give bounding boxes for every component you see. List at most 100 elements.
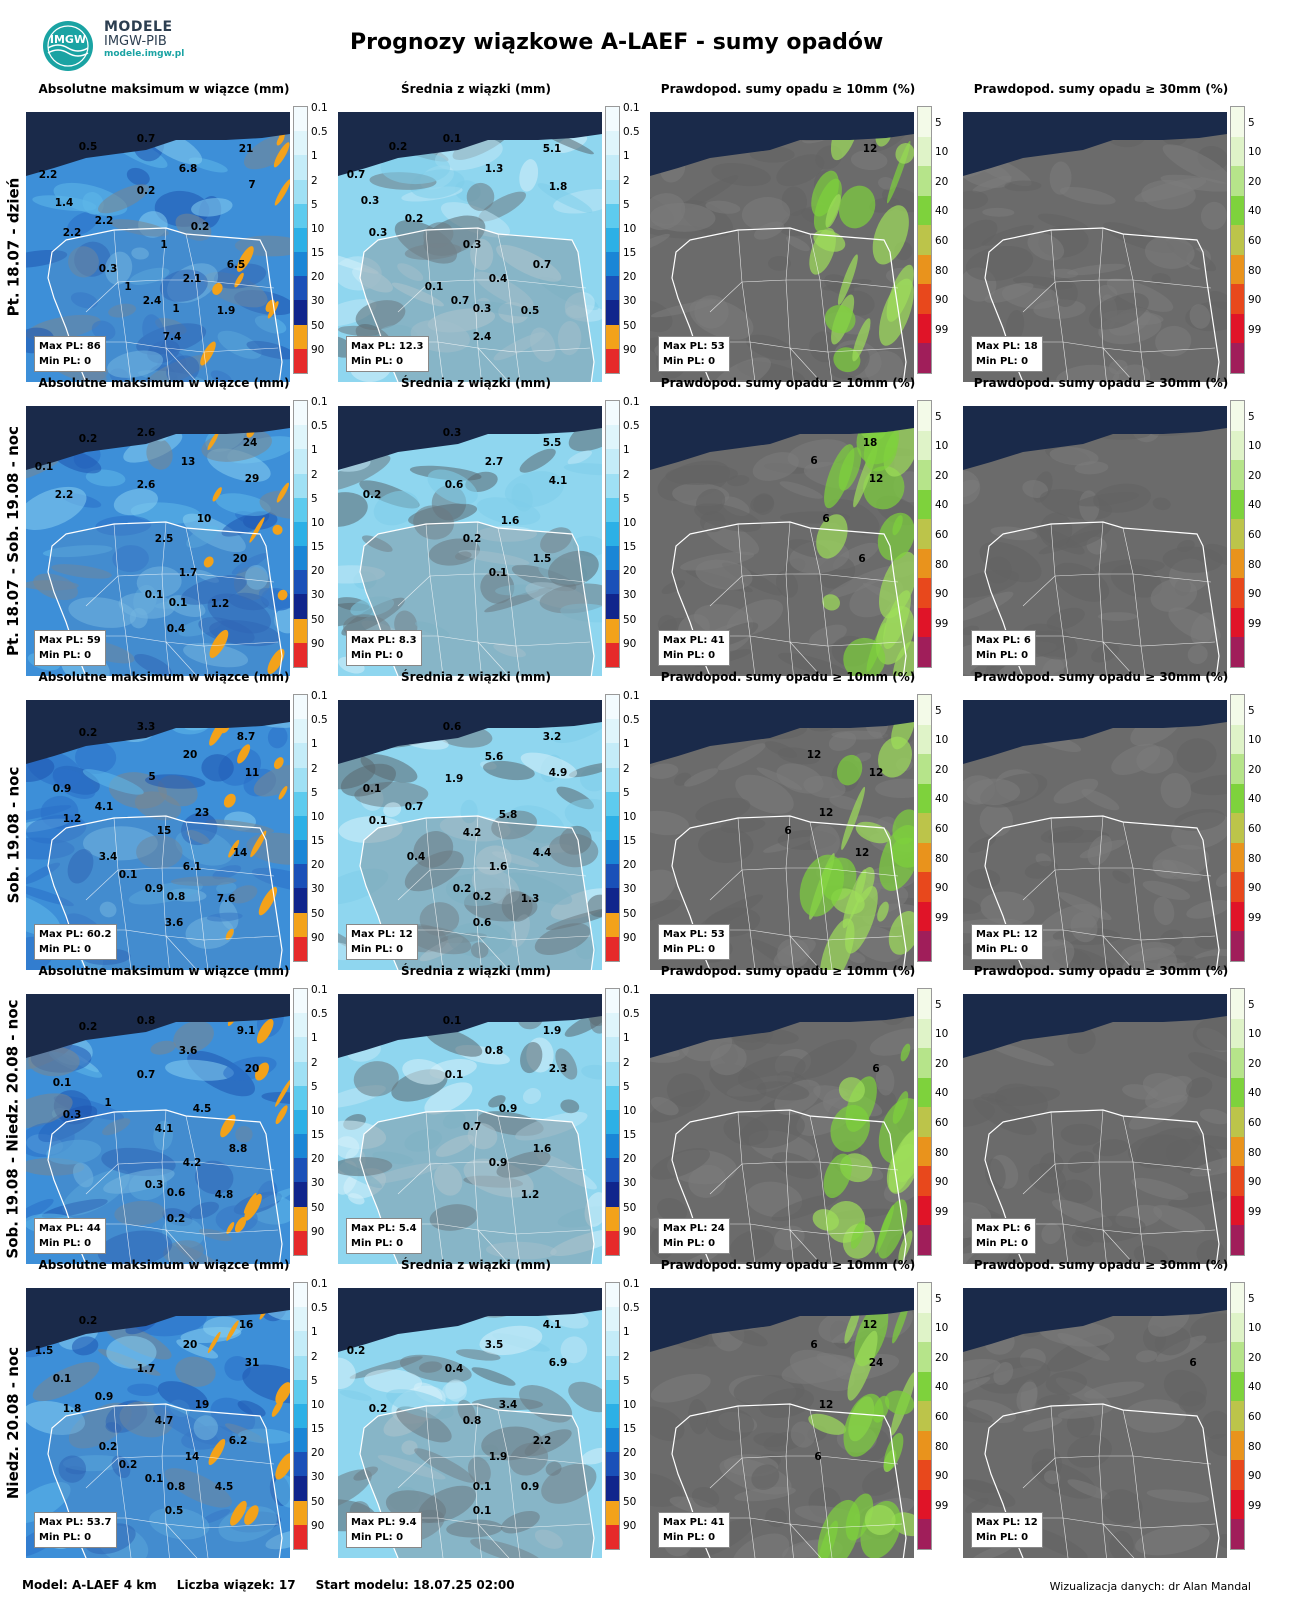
colorbar bbox=[605, 988, 620, 1256]
colorbar-segment bbox=[918, 343, 931, 373]
max-min-box: Max PL: 6 Min PL: 0 bbox=[971, 630, 1036, 666]
colorbar-tick: 0.1 bbox=[623, 1278, 640, 1290]
value-label: 0.5 bbox=[165, 1505, 184, 1517]
colorbar-tick: 10 bbox=[935, 440, 949, 453]
value-label: 0.2 bbox=[453, 883, 472, 895]
min-value: Min PL: 0 bbox=[39, 1238, 92, 1249]
value-label: 0.2 bbox=[167, 1213, 186, 1225]
value-label: 6 bbox=[822, 513, 829, 525]
colorbar-tick: 90 bbox=[935, 1470, 949, 1483]
max-min-box: Max PL: 18 Min PL: 0 bbox=[971, 336, 1043, 372]
colorbar-tick: 40 bbox=[1248, 205, 1262, 218]
colorbar-segment bbox=[294, 107, 307, 132]
colorbar-tick: 10 bbox=[311, 1398, 325, 1411]
colorbar bbox=[917, 1282, 932, 1550]
value-label: 9.1 bbox=[237, 1025, 256, 1037]
panel-title: Prawdopod. sumy opadu ≥ 30mm (%) bbox=[973, 1258, 1229, 1272]
colorbar-tick: 2 bbox=[623, 1350, 630, 1363]
value-label: 2.7 bbox=[485, 456, 504, 468]
value-label: 13 bbox=[181, 456, 196, 468]
value-label: 20 bbox=[183, 1339, 198, 1351]
max-value: Max PL: 5.4 bbox=[351, 1223, 417, 1234]
colorbar-tick: 60 bbox=[935, 529, 949, 541]
panel-title: Średnia z wiązki (mm) bbox=[401, 1258, 551, 1272]
colorbar-segment bbox=[918, 901, 931, 932]
value-label: 0.8 bbox=[167, 891, 186, 903]
colorbar-tick: 10 bbox=[623, 810, 637, 823]
colorbar-segment bbox=[918, 931, 931, 961]
colorbar-segment bbox=[1231, 1136, 1244, 1167]
value-label: 0.3 bbox=[99, 263, 118, 275]
value-label: 5.5 bbox=[543, 437, 562, 449]
max-min-box: Max PL: 60.2 Min PL: 0 bbox=[34, 924, 117, 960]
colorbar-tick: 40 bbox=[935, 1381, 949, 1394]
brand-url[interactable]: modele.imgw.pl bbox=[104, 49, 185, 59]
colorbar-tick: 0.1 bbox=[311, 1278, 328, 1290]
value-label: 0.9 bbox=[53, 783, 72, 795]
colorbar-segment bbox=[294, 546, 307, 571]
value-label: 0.8 bbox=[463, 1415, 482, 1427]
colorbar-segment bbox=[1231, 1195, 1244, 1226]
value-label: 0.2 bbox=[79, 1021, 98, 1033]
value-label: 0.2 bbox=[369, 1403, 388, 1415]
colorbar-tick: 99 bbox=[1248, 1499, 1262, 1512]
colorbar-tick: 20 bbox=[935, 175, 949, 188]
colorbar-segment bbox=[294, 1182, 307, 1207]
max-value: Max PL: 8.3 bbox=[351, 635, 417, 646]
value-label: 0.1 bbox=[145, 589, 164, 601]
value-label: 2.1 bbox=[183, 273, 202, 285]
colorbar-tick: 50 bbox=[623, 613, 637, 626]
colorbar-segment bbox=[918, 136, 931, 167]
value-label: 0.2 bbox=[191, 221, 210, 233]
colorbar-segment bbox=[606, 888, 619, 913]
value-label: 0.3 bbox=[443, 427, 462, 439]
value-label: 0.1 bbox=[53, 1373, 72, 1385]
colorbar-segment bbox=[1231, 578, 1244, 608]
colorbar bbox=[293, 1282, 308, 1550]
colorbar-tick: 10 bbox=[623, 1398, 637, 1411]
colorbar-tick: 30 bbox=[311, 589, 325, 602]
colorbar-segment bbox=[606, 618, 619, 643]
value-label: 0.3 bbox=[369, 227, 388, 239]
panel-title: Prawdopod. sumy opadu ≥ 30mm (%) bbox=[973, 964, 1229, 978]
colorbar-tick: 0.1 bbox=[623, 690, 640, 702]
value-label: 0.1 bbox=[445, 1069, 464, 1081]
colorbar-segment bbox=[918, 1077, 931, 1108]
colorbar-segment bbox=[606, 1037, 619, 1062]
min-value: Min PL: 0 bbox=[39, 1532, 92, 1543]
colorbar-segment bbox=[918, 1048, 931, 1078]
colorbar-tick: 20 bbox=[1248, 763, 1262, 776]
colorbar-segment bbox=[606, 348, 619, 373]
value-label: 3.3 bbox=[137, 721, 156, 733]
value-label: 1.8 bbox=[549, 181, 568, 193]
colorbar-tick: 20 bbox=[311, 1153, 325, 1166]
colorbar-segment bbox=[918, 489, 931, 520]
probability-map: 12 6 24 12 6 Max PL: 41 Min PL: 0 bbox=[650, 1288, 914, 1558]
value-label: 0.4 bbox=[167, 623, 186, 635]
colorbar-segment bbox=[918, 1283, 931, 1313]
colorbar-segment bbox=[1231, 401, 1244, 431]
colorbar-segment bbox=[294, 1230, 307, 1255]
colorbar-segment bbox=[606, 1452, 619, 1477]
colorbar-segment bbox=[294, 425, 307, 450]
colorbar-segment bbox=[294, 912, 307, 937]
colorbar-segment bbox=[294, 791, 307, 816]
colorbar-segment bbox=[1231, 1342, 1244, 1372]
value-label: 4.1 bbox=[95, 801, 114, 813]
value-label: 6 bbox=[858, 553, 865, 565]
colorbar-tick: 0.5 bbox=[311, 1302, 328, 1315]
colorbar-segment bbox=[1231, 931, 1244, 961]
colorbar-tick: 90 bbox=[935, 882, 949, 895]
value-label: 2.2 bbox=[55, 489, 74, 501]
value-label: 1.3 bbox=[521, 893, 540, 905]
value-label: 12 bbox=[869, 473, 884, 485]
value-label: 0.3 bbox=[63, 1109, 82, 1121]
colorbar-tick: 10 bbox=[623, 516, 637, 529]
colorbar-segment bbox=[294, 1037, 307, 1062]
colorbar-tick: 1 bbox=[311, 738, 318, 751]
probability-map: 12 12 12 6 12 Max PL: 53 Min PL: 0 bbox=[650, 700, 914, 970]
colorbar-segment bbox=[606, 107, 619, 132]
colorbar-segment bbox=[1231, 842, 1244, 873]
colorbar-tick: 5 bbox=[311, 198, 318, 211]
colorbar-segment bbox=[1231, 637, 1244, 667]
